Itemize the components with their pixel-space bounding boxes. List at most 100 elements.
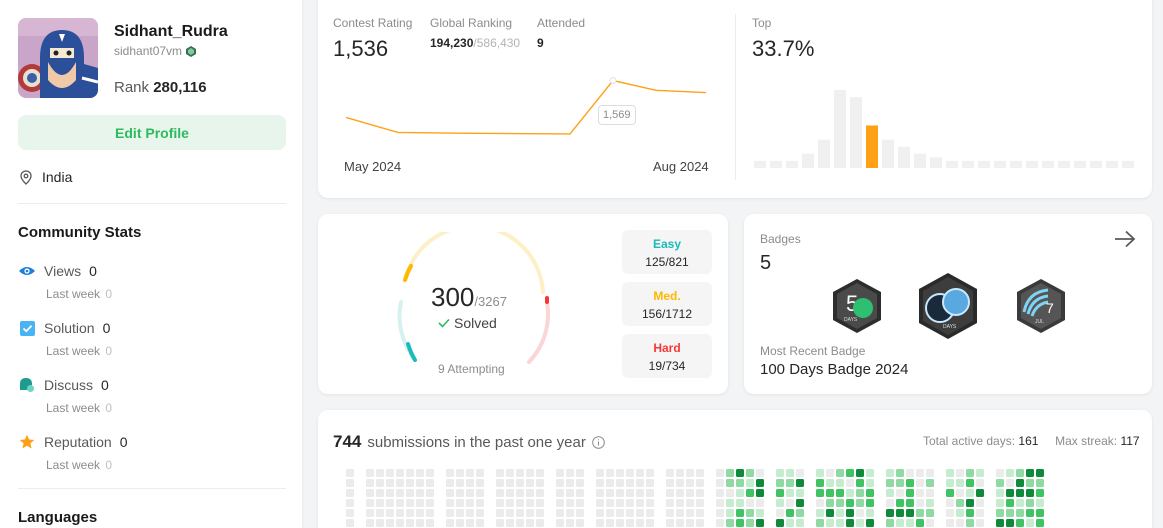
heatmap-cell <box>676 469 684 477</box>
heatmap-cell <box>476 469 484 477</box>
divider <box>735 14 736 180</box>
location-text: India <box>42 169 73 185</box>
distribution-bar <box>946 160 958 168</box>
heatmap-cell <box>646 509 654 517</box>
contest-card: Contest Rating 1,536 Global Ranking 194,… <box>318 0 1152 198</box>
100-days-badge-icon[interactable]: DAYS <box>916 272 980 340</box>
heatmap-cell <box>856 479 864 487</box>
heatmap-cell <box>946 509 954 517</box>
profile-panel: Sidhant_Rudra sidhant07vm Rank 280,116 E… <box>0 0 302 528</box>
heatmap-cell <box>886 499 894 507</box>
heatmap-cell <box>856 499 864 507</box>
heatmap-cell <box>556 489 564 497</box>
edit-profile-button[interactable]: Edit Profile <box>18 115 286 150</box>
heatmap-cell <box>456 499 464 507</box>
heatmap-cell <box>366 519 374 527</box>
heatmap-cell <box>856 469 864 477</box>
rating-line-chart[interactable] <box>338 70 718 150</box>
heatmap-cell <box>686 469 694 477</box>
heatmap-cell <box>446 519 454 527</box>
heatmap-cell <box>816 519 824 527</box>
distribution-bar <box>1074 160 1086 168</box>
heatmap-cell <box>636 489 644 497</box>
heatmap-cell <box>1026 519 1034 527</box>
heatmap-cell <box>636 479 644 487</box>
stat-label: Solution <box>44 320 95 336</box>
distribution-bar <box>770 160 782 168</box>
submission-heatmap[interactable] <box>346 468 1136 528</box>
heatmap-cell <box>616 519 624 527</box>
heatmap-cell <box>786 469 794 477</box>
heatmap-cell <box>406 509 414 517</box>
avatar[interactable] <box>18 18 98 98</box>
heatmap-cell <box>1026 499 1034 507</box>
stat-discuss[interactable]: Discuss 0 <box>18 376 109 394</box>
heatmap-cell <box>456 469 464 477</box>
heatmap-cell <box>726 509 734 517</box>
heatmap-cell <box>476 479 484 487</box>
heatmap-cell <box>376 509 384 517</box>
languages-title: Languages <box>18 509 98 526</box>
heatmap-cell <box>646 469 654 477</box>
heatmap-cell <box>346 479 354 487</box>
total-problems: /3267 <box>474 294 507 309</box>
heatmap-cell <box>1036 479 1044 487</box>
rating-point[interactable] <box>609 77 617 85</box>
difficulty-medium[interactable]: Med. 156/1712 <box>622 282 712 326</box>
distribution-bar <box>818 139 830 168</box>
heatmap-cell <box>976 509 984 517</box>
heatmap-cell <box>606 489 614 497</box>
heatmap-cell <box>366 499 374 507</box>
heatmap-cell <box>446 489 454 497</box>
heatmap-cell <box>976 479 984 487</box>
distribution-bar <box>962 160 974 168</box>
distribution-bar <box>1010 160 1022 168</box>
stat-views[interactable]: Views 0 <box>18 262 97 280</box>
difficulty-hard[interactable]: Hard 19/734 <box>622 334 712 378</box>
heatmap-cell <box>616 499 624 507</box>
heatmap-cell <box>556 479 564 487</box>
handle-text: sidhant07vm <box>114 44 183 58</box>
active-days-label: Total active days: <box>923 434 1016 448</box>
heatmap-cell <box>666 469 674 477</box>
heatmap-cell <box>536 519 544 527</box>
heatmap-cell <box>736 469 744 477</box>
arrow-right-icon[interactable] <box>1114 230 1136 248</box>
heatmap-cell <box>366 479 374 487</box>
heatmap-cell <box>796 499 804 507</box>
difficulty-value: 19/734 <box>648 359 686 373</box>
heatmap-cell <box>676 509 684 517</box>
stat-value: 0 <box>102 320 111 336</box>
divider <box>18 203 286 204</box>
heatmap-cell <box>846 469 854 477</box>
heatmap-cell <box>466 509 474 517</box>
heatmap-cell <box>386 469 394 477</box>
heatmap-cell <box>846 519 854 527</box>
heatmap-cell <box>896 489 904 497</box>
info-icon[interactable] <box>592 435 605 449</box>
heatmap-cell <box>566 499 574 507</box>
heatmap-cell <box>526 499 534 507</box>
heatmap-cell <box>946 489 954 497</box>
heatmap-cell <box>776 469 784 477</box>
heatmap-cell <box>906 499 914 507</box>
heatmap-cell <box>346 519 354 527</box>
stat-reputation[interactable]: Reputation 0 <box>18 433 128 451</box>
heatmap-cell <box>536 479 544 487</box>
rank-value: 280,116 <box>153 79 207 96</box>
top-value: 33.7% <box>752 36 815 61</box>
global-ranking-value: 194,230 <box>430 36 474 50</box>
heatmap-cell <box>726 499 734 507</box>
heatmap-cell <box>666 489 674 497</box>
july-badge-icon[interactable]: 7 JUL <box>1014 278 1068 334</box>
heatmap-cell <box>556 499 564 507</box>
difficulty-easy[interactable]: Easy 125/821 <box>622 230 712 274</box>
50-days-badge-icon[interactable]: 5 DAYS <box>830 278 884 334</box>
heatmap-cell <box>826 469 834 477</box>
stat-value: 0 <box>101 377 109 393</box>
heatmap-cell <box>756 519 764 527</box>
heatmap-cell <box>746 479 754 487</box>
distribution-bar-chart[interactable] <box>754 90 1134 180</box>
stat-solution[interactable]: Solution 0 <box>18 319 110 337</box>
heatmap-cell <box>596 509 604 517</box>
